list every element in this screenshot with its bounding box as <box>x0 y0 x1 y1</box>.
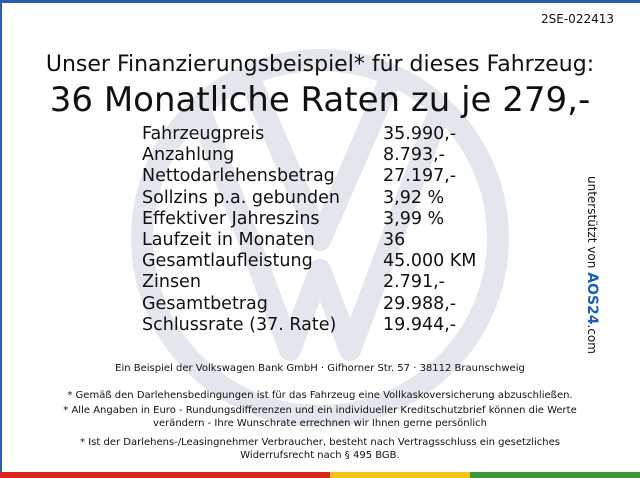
row-label: Anzahlung <box>142 145 235 166</box>
footer-line: * Gemäß den Darlehensbedingungen ist für… <box>67 390 573 401</box>
row-label: Laufzeit in Monaten <box>142 230 315 250</box>
row-label: Fahrzeugpreis <box>142 124 265 144</box>
sponsor-prefix: unterstützt von <box>585 176 599 269</box>
row-value: 19.944,- <box>383 314 457 335</box>
sponsor-suffix: .com <box>585 324 599 354</box>
sponsor-brand: AOS24 <box>584 272 600 325</box>
row-value: 45.000 KM <box>383 251 477 272</box>
footer-line: * Alle Angaben in Euro - Rundungsdiffere… <box>63 405 577 416</box>
row-label: Effektiver Jahreszins <box>142 208 320 229</box>
footer-line: * Ist der Darlehens-/Leasingnehmer Verbr… <box>80 437 560 448</box>
headline: Unser Finanzierungsbeispiel* für dieses … <box>45 52 595 77</box>
row-value: 2.791,- <box>383 272 445 293</box>
row-value: 36 <box>383 230 406 250</box>
row-value: 27.197,- <box>383 166 457 187</box>
row-label: Sollzins p.a. gebunden <box>142 187 341 208</box>
title: 36 Monatliche Raten zu je 279,- <box>49 80 591 120</box>
row-value: 8.793,- <box>383 145 445 166</box>
footer-line: Ein Beispiel der Volkswagen Bank GmbH · … <box>115 363 525 374</box>
footer-line: verändern - Ihre Wunschrate errechnen wi… <box>153 418 487 429</box>
row-value: 35.990,- <box>383 124 457 144</box>
row-label: Gesamtlaufleistung <box>142 251 313 272</box>
row-label: Zinsen <box>142 272 201 293</box>
sponsor: unterstützt von AOS24.com <box>584 176 600 354</box>
row-label: Schlussrate (37. Rate) <box>142 314 337 335</box>
row-value: 29.988,- <box>383 293 457 314</box>
row-value: 3,99 % <box>383 208 445 229</box>
watermark-logo <box>131 49 509 427</box>
reference-id: 2SE-022413 <box>541 12 614 26</box>
row-value: 3,92 % <box>383 187 445 208</box>
row-label: Nettodarlehensbetrag <box>142 166 335 187</box>
footer-line: Widerrufsrecht nach § 495 BGB. <box>240 450 400 461</box>
row-label: Gesamtbetrag <box>142 293 268 314</box>
